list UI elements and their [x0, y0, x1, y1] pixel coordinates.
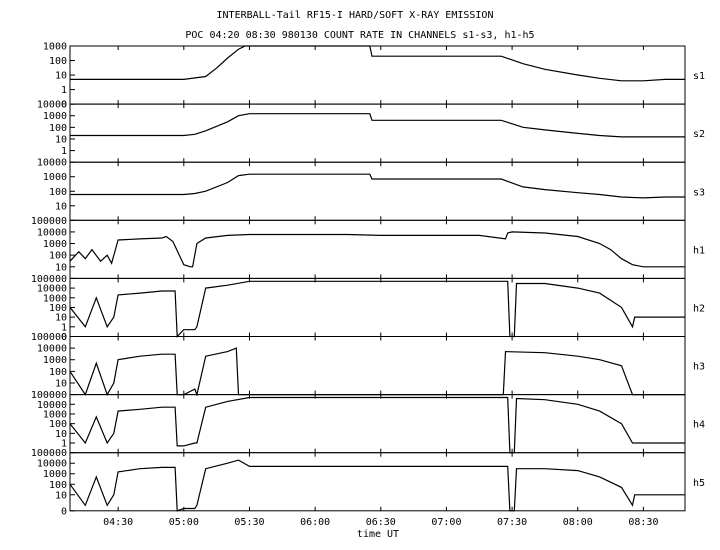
panel-frame [69, 452, 686, 512]
y-tick-label: 100000 [31, 332, 67, 343]
chart-subtitle: POC 04:20 08:30 980130 COUNT RATE IN CHA… [185, 30, 534, 41]
y-tick-label: 100000 [31, 274, 67, 285]
x-tick-label: 05:30 [234, 517, 264, 528]
channel-label-h4: h4 [693, 420, 705, 431]
y-tick-label: 0 [61, 506, 67, 517]
y-tick-label: 1 [61, 322, 67, 333]
y-tick-label: 1 [61, 439, 67, 450]
y-tick-label: 1000 [43, 172, 67, 183]
y-tick-label: 1000 [43, 409, 67, 420]
y-tick-label: 10000 [37, 158, 67, 169]
y-tick-label: 100000 [31, 448, 67, 459]
series-line-h3 [69, 347, 685, 397]
channel-label-s1: s1 [693, 71, 705, 82]
y-tick-label: 0 [61, 332, 67, 343]
y-tick-label: 10000 [37, 344, 67, 355]
series-line-s2 [70, 113, 685, 138]
panel-frame [69, 277, 686, 337]
y-tick-label: 100000 [31, 216, 67, 227]
y-tick-label: 100 [49, 303, 67, 314]
y-tick-label: 100 [49, 480, 67, 491]
y-tick-label: 0 [61, 100, 67, 111]
y-tick-label: 1000 [43, 469, 67, 480]
panel-frame [69, 161, 686, 221]
y-tick-label: 10 [55, 313, 67, 324]
y-tick-label: 1000 [43, 42, 67, 53]
series-line-h5 [69, 459, 685, 512]
y-tick-label: 100 [49, 251, 67, 262]
channel-label-h2: h2 [693, 303, 705, 314]
series-line-h1 [69, 231, 685, 268]
y-tick-label: 10000 [37, 227, 67, 238]
panels-group: 10001001010s1100001000100101s21000010001… [31, 42, 705, 518]
panel-frame [69, 219, 686, 279]
y-tick-label: 1 [61, 85, 67, 96]
x-axis-label: time UT [357, 529, 399, 540]
y-tick-label: 1000 [43, 293, 67, 304]
channel-label-h3: h3 [693, 362, 705, 373]
y-tick-label: 100 [49, 419, 67, 430]
y-tick-label: 100 [49, 123, 67, 134]
panel-frame [69, 336, 686, 396]
y-tick-label: 10000 [37, 400, 67, 411]
series-line-s1 [70, 45, 685, 82]
x-tick-label: 06:00 [300, 517, 330, 528]
y-tick-label: 10000 [37, 284, 67, 295]
y-tick-label: 10 [55, 201, 67, 212]
y-tick-label: 1000 [43, 239, 67, 250]
y-tick-label: 1000 [43, 355, 67, 366]
y-tick-label: 10000 [37, 459, 67, 470]
y-tick-label: 10 [55, 262, 67, 273]
panel-frame [69, 103, 686, 163]
y-tick-label: 1000 [43, 111, 67, 122]
y-tick-label: 10 [55, 490, 67, 501]
y-tick-label: 10000 [37, 100, 67, 111]
y-tick-label: 100 [49, 367, 67, 378]
x-tick-label: 07:00 [431, 517, 461, 528]
y-tick-label: 10 [55, 71, 67, 82]
y-tick-label: 1 [61, 146, 67, 157]
y-tick-label: 10 [55, 378, 67, 389]
y-tick-label: 100000 [31, 390, 67, 401]
x-tick-label: 05:00 [169, 517, 199, 528]
y-tick-label: 100 [49, 56, 67, 67]
channel-label-s2: s2 [693, 129, 705, 140]
panel-frame [69, 394, 686, 454]
y-tick-label: 100 [49, 187, 67, 198]
series-line-h2 [69, 280, 685, 338]
x-tick-label: 08:30 [628, 517, 658, 528]
channel-label-h5: h5 [693, 478, 705, 489]
panel-frame [69, 45, 686, 105]
panel-s3: 10000 1000 100 10 s3 [37, 158, 705, 221]
channel-label-h1: h1 [693, 245, 705, 256]
series-line-s3 [70, 173, 685, 199]
x-tick-label: 07:30 [497, 517, 527, 528]
channel-label-s3: s3 [693, 187, 705, 198]
series-line-h4 [69, 396, 685, 454]
x-axis-ticks: 04:30 05:00 05:30 06:00 06:30 07:00 07:30 08:00… [103, 517, 658, 528]
chart-title: INTERBALL-Tail RF15-I HARD/SOFT X-RAY EM… [217, 10, 494, 21]
x-tick-label: 08:00 [563, 517, 593, 528]
x-tick-label: 06:30 [366, 517, 396, 528]
y-tick-label: 10 [55, 134, 67, 145]
x-tick-label: 04:30 [103, 517, 133, 528]
y-tick-label: 10 [55, 429, 67, 440]
